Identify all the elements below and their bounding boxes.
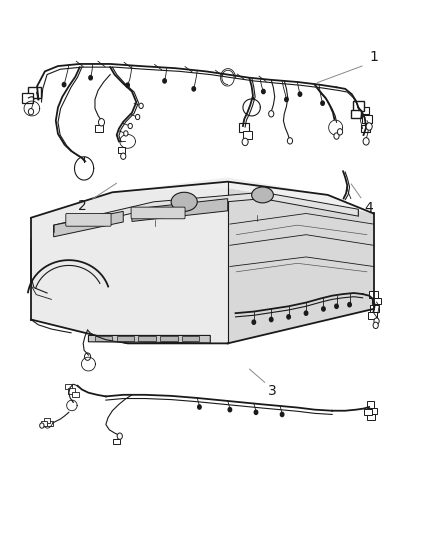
Bar: [243, 131, 252, 139]
Circle shape: [287, 138, 293, 144]
Bar: [117, 336, 134, 341]
Bar: [370, 408, 378, 414]
Bar: [160, 336, 178, 341]
Bar: [95, 125, 103, 132]
Circle shape: [335, 304, 338, 309]
Polygon shape: [132, 199, 228, 221]
Circle shape: [334, 133, 339, 139]
Circle shape: [261, 90, 265, 94]
Circle shape: [85, 353, 91, 360]
Circle shape: [374, 318, 379, 324]
Circle shape: [228, 408, 232, 412]
Circle shape: [192, 87, 195, 91]
Bar: [28, 87, 41, 99]
Circle shape: [40, 423, 44, 428]
Circle shape: [254, 410, 258, 415]
Bar: [369, 290, 378, 297]
Polygon shape: [31, 188, 228, 343]
Circle shape: [321, 101, 324, 106]
Circle shape: [126, 83, 129, 87]
Bar: [362, 115, 372, 123]
Bar: [353, 101, 364, 111]
Bar: [240, 123, 249, 132]
Circle shape: [120, 153, 126, 159]
Bar: [44, 418, 50, 423]
Circle shape: [322, 307, 325, 311]
Bar: [359, 107, 369, 114]
Polygon shape: [228, 188, 374, 343]
Text: 4: 4: [365, 201, 374, 215]
Bar: [65, 384, 72, 389]
Circle shape: [242, 138, 248, 146]
Circle shape: [269, 317, 273, 321]
FancyBboxPatch shape: [66, 214, 111, 226]
Bar: [138, 336, 156, 341]
Ellipse shape: [252, 187, 273, 203]
Circle shape: [280, 413, 284, 417]
Bar: [41, 421, 47, 426]
Bar: [368, 312, 377, 319]
Circle shape: [117, 433, 122, 439]
Polygon shape: [31, 177, 374, 228]
Circle shape: [363, 138, 369, 145]
Circle shape: [337, 128, 343, 135]
Bar: [367, 401, 374, 408]
Polygon shape: [53, 212, 123, 237]
Circle shape: [28, 109, 34, 115]
Bar: [68, 389, 75, 394]
Circle shape: [198, 405, 201, 409]
Bar: [117, 147, 124, 153]
Circle shape: [373, 322, 378, 328]
Circle shape: [252, 320, 255, 324]
Text: 2: 2: [78, 198, 86, 213]
Circle shape: [99, 118, 105, 126]
Circle shape: [298, 92, 302, 96]
Circle shape: [163, 79, 166, 83]
Circle shape: [366, 123, 372, 130]
Circle shape: [348, 303, 351, 307]
Bar: [361, 125, 371, 132]
Bar: [367, 414, 375, 420]
Circle shape: [135, 114, 140, 119]
Bar: [372, 297, 381, 304]
Circle shape: [139, 103, 143, 109]
Bar: [182, 336, 199, 341]
Circle shape: [285, 98, 288, 102]
Circle shape: [304, 311, 308, 316]
Bar: [22, 93, 33, 103]
Ellipse shape: [171, 192, 197, 212]
Bar: [351, 110, 361, 118]
Circle shape: [268, 111, 274, 117]
Circle shape: [62, 83, 66, 87]
Circle shape: [128, 123, 132, 128]
Bar: [113, 439, 120, 444]
Bar: [95, 336, 113, 341]
Text: 1: 1: [369, 50, 378, 64]
Circle shape: [124, 131, 128, 136]
Circle shape: [287, 315, 290, 319]
Circle shape: [89, 76, 92, 80]
Polygon shape: [88, 335, 210, 343]
Polygon shape: [53, 192, 358, 231]
Bar: [72, 392, 79, 398]
Bar: [47, 421, 53, 426]
Bar: [364, 409, 372, 415]
Text: 3: 3: [268, 384, 276, 398]
Bar: [371, 305, 379, 312]
FancyBboxPatch shape: [131, 207, 185, 219]
